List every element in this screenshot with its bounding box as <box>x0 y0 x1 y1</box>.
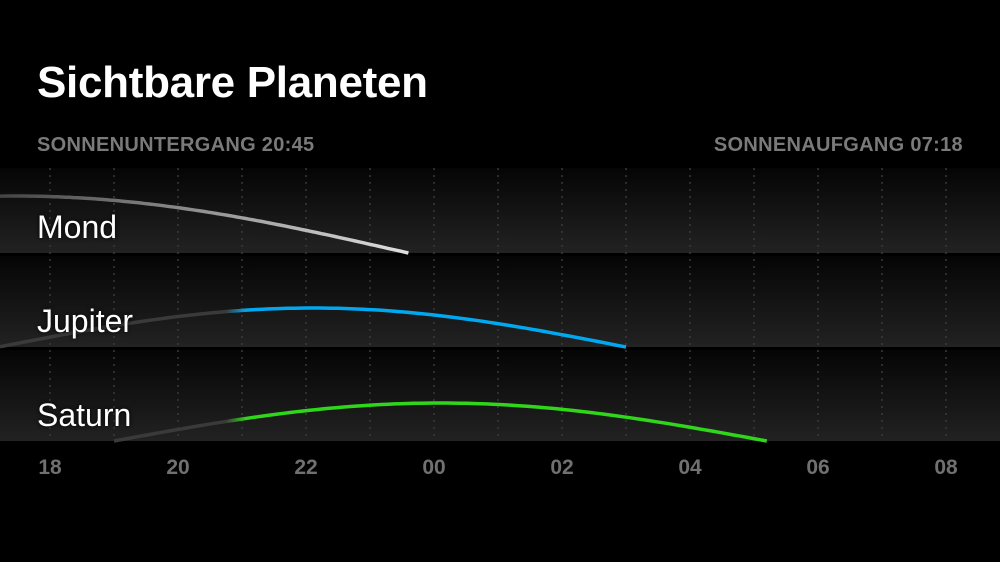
x-tick-label: 22 <box>294 456 318 479</box>
planet-row <box>0 256 1000 347</box>
sunrise-time: SONNENAUFGANG 07:18 <box>713 134 963 156</box>
altitude-curve-saturn <box>113 401 768 443</box>
altitude-curve-jupiter <box>0 306 627 349</box>
x-tick-label: 02 <box>550 456 574 479</box>
planet-label: Mond <box>37 209 118 245</box>
planet-label: Saturn <box>37 397 132 433</box>
x-tick-label: 06 <box>806 456 830 479</box>
planet-label: Jupiter <box>37 303 134 339</box>
altitude-curve-mond <box>0 194 409 255</box>
x-tick-label: 08 <box>934 456 958 479</box>
x-tick-label: 00 <box>422 456 446 479</box>
page-title: Sichtbare Planeten <box>37 58 428 107</box>
x-tick-label: 04 <box>678 456 702 479</box>
x-tick-label: 18 <box>38 456 62 479</box>
planet-row <box>0 350 1000 441</box>
x-tick-label: 20 <box>166 456 190 479</box>
planet-row <box>0 168 1000 253</box>
sunset-time: SONNENUNTERGANG 20:45 <box>37 134 315 156</box>
